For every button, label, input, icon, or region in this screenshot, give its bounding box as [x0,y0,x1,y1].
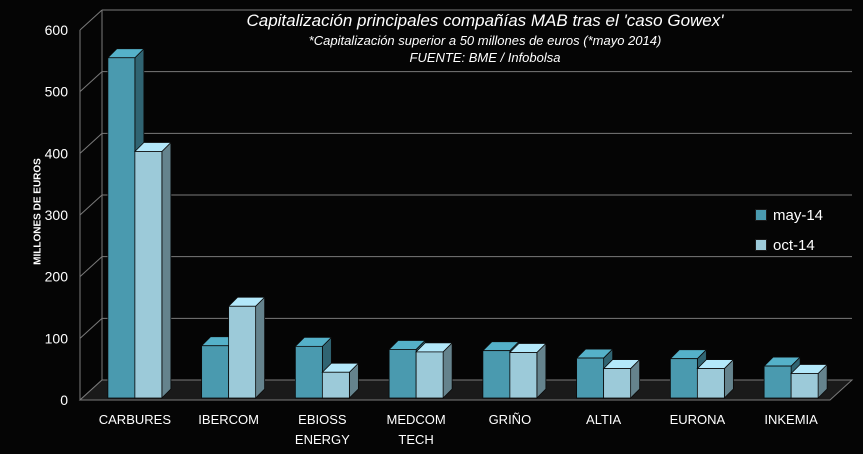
y-tick-label-5: 500 [45,84,69,100]
x-tick-label-line: ALTIA [586,412,622,427]
gridline-diag-3 [79,194,103,216]
y-tick-label-6: 600 [45,22,69,38]
bar-oct14-1-side [255,296,266,399]
x-tick-label-4: GRIÑO [465,410,555,430]
gridline-diag-6 [79,9,103,31]
bar-may14-5 [576,357,605,399]
legend: may-14 oct-14 [755,200,823,260]
chart-source: FUENTE: BME / Infobolsa [409,50,561,65]
x-tick-label-line: TECH [398,432,434,447]
bar-oct14-3 [415,351,444,399]
x-tick-label-line: INKEMIA [764,412,818,427]
x-tick-label-5: ALTIA [559,410,649,430]
bar-oct14-6 [696,368,725,399]
x-tick-label-line: EURONA [669,412,726,427]
x-tick-label-line: IBERCOM [198,412,259,427]
legend-label-may14: may-14 [773,206,824,224]
gridline-diag-2 [79,256,103,278]
y-tick-label-4: 400 [45,145,69,161]
x-tick-label-line: ENERGY [294,432,350,447]
x-tick-label-line: MEDCOM [386,412,446,427]
bar-oct14-5 [603,368,632,399]
bar-oct14-0-side [161,141,172,399]
bar-oct14-7 [790,373,819,399]
bar-oct14-4 [509,352,538,399]
y-tick-label-1: 100 [45,330,69,346]
chart-floor [78,379,854,401]
legend-swatch-may14 [755,209,767,221]
bar-may14-0 [107,57,136,399]
y-tick-label-2: 200 [45,269,69,285]
x-tick-label-line: GRIÑO [488,412,532,427]
x-tick-label-1: IBERCOM [184,410,274,430]
bar-oct14-0 [134,151,163,399]
chart-subtitle: *Capitalización superior a 50 millones d… [308,33,662,48]
y-axis-title: MILLONES DE EUROS [32,158,44,265]
y-tick-label-0: 0 [60,392,68,408]
bar-may14-1 [201,345,230,399]
gridline-diag-1 [79,317,103,339]
x-tick-label-7: INKEMIA [746,410,836,430]
gridline-diag-4 [79,132,103,154]
gridline-diag-5 [79,71,103,93]
bar-oct14-1 [228,305,257,399]
y-tick-label-3: 300 [45,207,69,223]
legend-label-oct14: oct-14 [773,236,815,254]
x-tick-label-0: CARBURES [90,410,180,430]
x-tick-label-line: CARBURES [98,412,171,427]
chart-title: Capitalización principales compañías MAB… [246,11,724,30]
bar-may14-6 [669,358,698,399]
x-tick-label-6: EURONA [652,410,742,430]
bar-may14-2 [294,345,323,399]
bar-may14-4 [482,350,511,399]
x-tick-label-line: EBIOSS [298,412,347,427]
bar-oct14-2 [321,371,350,399]
legend-item-may14: may-14 [755,200,823,230]
legend-swatch-oct14 [755,239,767,251]
x-tick-label-2: EBIOSS ENERGY [277,410,367,450]
bar-may14-7 [763,365,792,399]
legend-item-oct14: oct-14 [755,230,823,260]
bar-may14-3 [388,349,417,399]
bar-oct14-3-side [442,341,453,399]
x-tick-label-3: MEDCOM TECH [371,410,461,450]
chart-title-block: Capitalización principales compañías MAB… [190,10,780,66]
